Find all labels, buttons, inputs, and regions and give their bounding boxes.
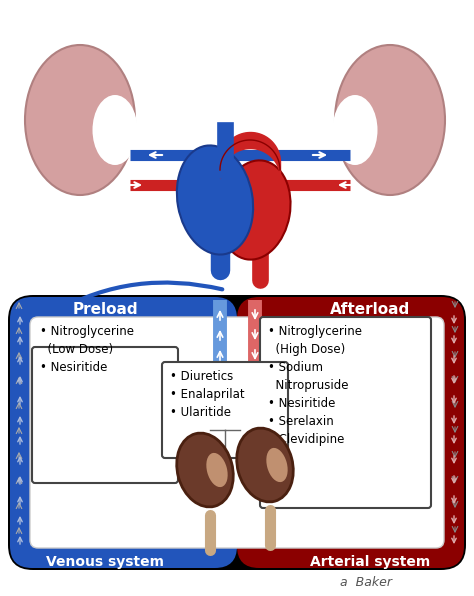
- Text: • Nitroglycerine
  (Low Dose)
• Nesiritide: • Nitroglycerine (Low Dose) • Nesiritide: [40, 325, 134, 374]
- Text: • Nitroglycerine
  (High Dose)
• Sodium
  Nitropruside
• Nesiritide
• Serelaxin
: • Nitroglycerine (High Dose) • Sodium Ni…: [268, 325, 362, 446]
- Text: Arterial system: Arterial system: [310, 555, 430, 569]
- Ellipse shape: [266, 448, 288, 482]
- Text: a  Baker: a Baker: [340, 576, 392, 588]
- Ellipse shape: [332, 95, 377, 165]
- Text: Preload: Preload: [72, 303, 138, 318]
- Text: • Diuretics
• Enalaprilat
• Ularitide: • Diuretics • Enalaprilat • Ularitide: [170, 370, 245, 419]
- FancyBboxPatch shape: [32, 347, 178, 483]
- FancyBboxPatch shape: [10, 297, 237, 568]
- FancyBboxPatch shape: [8, 295, 466, 570]
- FancyBboxPatch shape: [162, 362, 288, 458]
- Ellipse shape: [92, 95, 137, 165]
- FancyBboxPatch shape: [260, 317, 431, 508]
- Ellipse shape: [219, 160, 291, 260]
- Ellipse shape: [25, 45, 135, 195]
- Ellipse shape: [177, 145, 253, 254]
- Ellipse shape: [335, 45, 445, 195]
- FancyBboxPatch shape: [30, 317, 444, 548]
- FancyBboxPatch shape: [237, 297, 464, 568]
- Text: Venous system: Venous system: [46, 555, 164, 569]
- Text: Afterload: Afterload: [330, 303, 410, 318]
- Ellipse shape: [206, 453, 228, 487]
- Ellipse shape: [177, 433, 233, 507]
- Ellipse shape: [237, 428, 293, 502]
